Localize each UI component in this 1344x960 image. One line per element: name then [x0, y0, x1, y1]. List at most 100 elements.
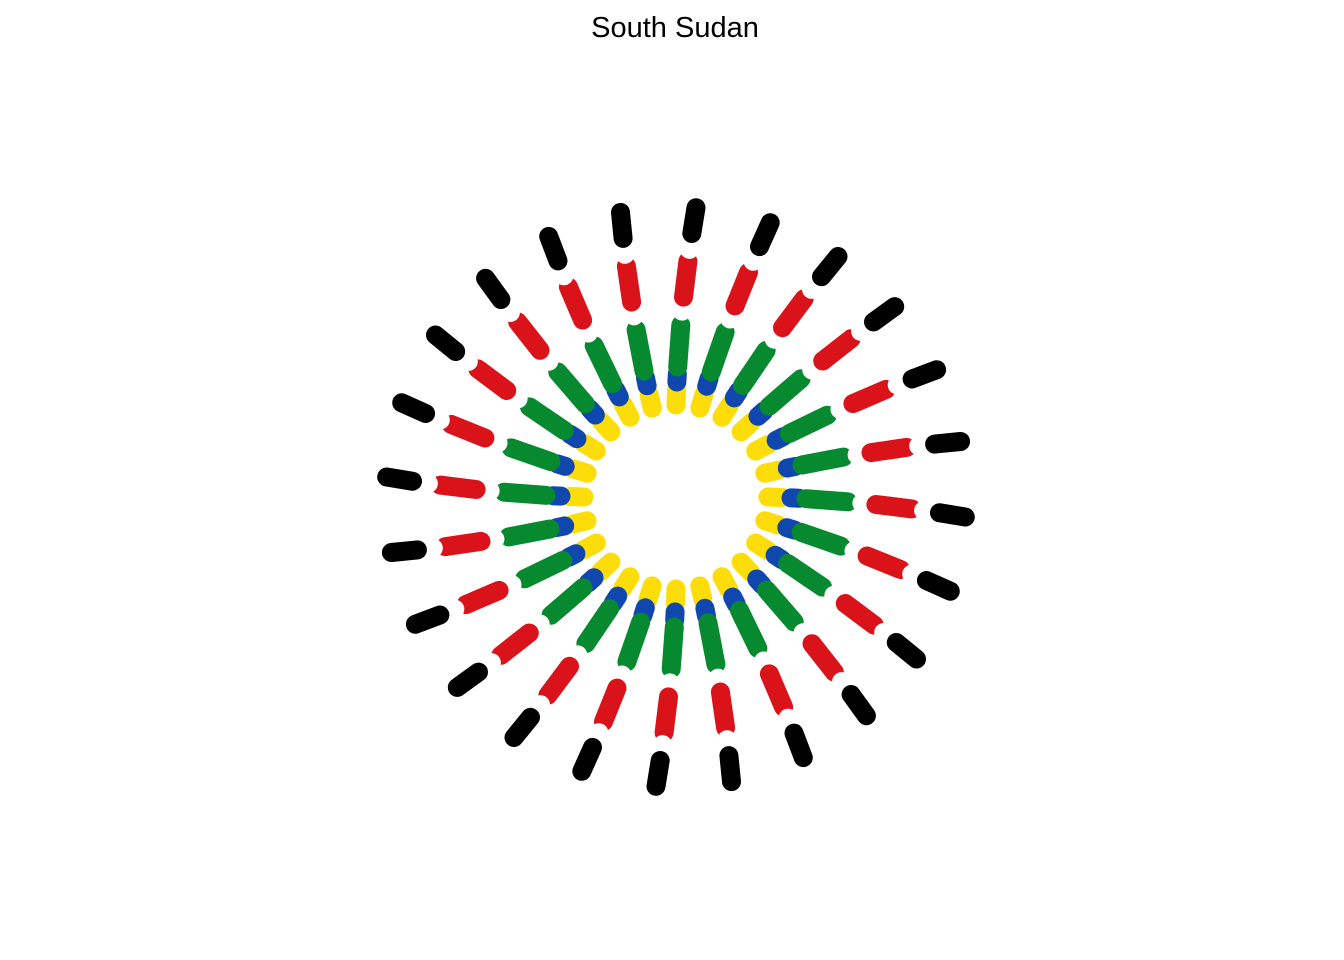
ray-14-segment-white [527, 695, 550, 719]
ray-4-segment-green [779, 405, 837, 443]
ray-17-segment-yellow [564, 511, 597, 534]
ray-0-segment-yellow [666, 381, 686, 415]
ray-12-segment-black [646, 751, 670, 796]
ray-11-segment-black [719, 746, 741, 792]
ray-23-segment-red [616, 256, 642, 312]
ray-5-segment-green [792, 447, 853, 475]
ray-5-segment-red [861, 437, 917, 463]
ray-2-segment-white [802, 275, 825, 299]
ray-7-segment-red [857, 546, 911, 579]
ray-21-segment-green [548, 362, 595, 414]
ray-7-segment-green [791, 522, 851, 556]
ray-0-segment-green [668, 315, 691, 377]
ray-18-segment-yellow [560, 487, 594, 507]
ray-4-segment-yellow [746, 434, 778, 461]
ray-19-segment-yellow [564, 459, 597, 483]
ray-6-segment-green [796, 489, 858, 512]
ray-9-segment-green [757, 580, 804, 632]
ray-19-segment-white [425, 408, 450, 430]
ray-13-segment-black [572, 737, 602, 781]
ray-9-segment-white [832, 672, 855, 696]
ray-4-segment-red [843, 379, 896, 414]
ray-17-segment-white [481, 529, 505, 550]
ray-20-segment-green [520, 397, 574, 440]
ray-16-segment-yellow [574, 533, 606, 560]
ray-8-segment-white [824, 585, 847, 608]
ray-8-segment-red [835, 594, 884, 635]
ray-23-segment-white [623, 302, 644, 326]
ray-20-segment-white [505, 386, 528, 409]
ray-2-segment-green [733, 341, 776, 395]
ray-16-segment-white [498, 575, 522, 596]
ray-4-segment-black [902, 360, 947, 389]
ray-2-segment-white [764, 326, 787, 349]
ray-23-segment-yellow [639, 385, 662, 418]
ray-11-segment-white [708, 668, 729, 692]
ray-20-segment-yellow [575, 434, 606, 461]
ray-23-segment-white [614, 238, 635, 264]
ray-7-segment-white [902, 564, 927, 586]
ray-3-segment-yellow [731, 412, 761, 442]
ray-22-segment-yellow [613, 395, 640, 427]
ray-20-segment-white [454, 348, 478, 371]
ray-3-segment-white [851, 318, 875, 341]
ray-6-segment-red [866, 495, 922, 519]
ray-21-segment-white [497, 298, 520, 322]
ray-14-segment-yellow [613, 567, 640, 598]
ray-3-segment-black [864, 297, 905, 332]
ray-7-segment-yellow [755, 511, 788, 535]
ray-2-segment-black [812, 247, 848, 287]
ray-18-segment-red [430, 475, 486, 499]
ray-13-segment-white [587, 723, 609, 748]
ray-11-segment-red [710, 682, 736, 738]
ray-6-segment-yellow [758, 487, 792, 507]
ray-10-segment-red [759, 664, 794, 717]
ray-5-segment-yellow [755, 460, 788, 483]
ray-23-segment-green [626, 320, 654, 381]
ray-5-segment-white [847, 444, 871, 465]
ray-15-segment-yellow [591, 552, 621, 582]
ray-3-segment-white [802, 357, 825, 380]
ray-8-segment-white [874, 623, 898, 646]
ray-22-segment-white [552, 260, 574, 286]
ray-4-segment-white [830, 398, 854, 419]
ray-14-segment-white [565, 645, 588, 668]
ray-11-segment-white [717, 730, 738, 756]
ray-16-segment-black [405, 605, 450, 634]
ray-group [377, 198, 975, 796]
ray-21-segment-white [536, 348, 559, 371]
ray-21-segment-red [508, 312, 550, 360]
ray-3-segment-green [759, 369, 811, 416]
ray-15-segment-black [447, 662, 488, 697]
ray-20-segment-red [468, 359, 517, 400]
ray-21-segment-black [476, 268, 511, 309]
ray-13-segment-white [611, 665, 632, 689]
ray-17-segment-white [417, 538, 443, 559]
ray-13-segment-green [617, 612, 651, 672]
ray-14-segment-black [504, 707, 540, 747]
ray-2-segment-yellow [712, 396, 739, 427]
ray-9-segment-yellow [731, 552, 761, 582]
ray-3-segment-red [813, 329, 861, 371]
ray-15-segment-red [491, 623, 539, 665]
ray-21-segment-yellow [591, 412, 621, 442]
ray-11-segment-green [698, 613, 726, 674]
ray-4-segment-white [887, 373, 913, 395]
ray-10-segment-white [778, 708, 800, 734]
ray-15-segment-white [527, 614, 550, 637]
ray-12-segment-yellow [666, 579, 686, 613]
ray-19-segment-green [501, 438, 561, 472]
ray-16-segment-green [515, 551, 573, 589]
ray-15-segment-green [541, 578, 593, 625]
ray-1-segment-white [743, 246, 765, 271]
ray-18-segment-black [377, 467, 422, 491]
ray-12-segment-white [652, 735, 672, 761]
ray-17-segment-green [499, 519, 560, 547]
ray-14-segment-green [576, 599, 619, 653]
ray-17-segment-red [435, 531, 491, 557]
ray-9-segment-white [793, 623, 816, 646]
ray-1-segment-black [750, 213, 780, 257]
ray-22-segment-green [584, 336, 622, 394]
ray-6-segment-white [914, 501, 940, 521]
ray-0-segment-black [682, 198, 706, 243]
